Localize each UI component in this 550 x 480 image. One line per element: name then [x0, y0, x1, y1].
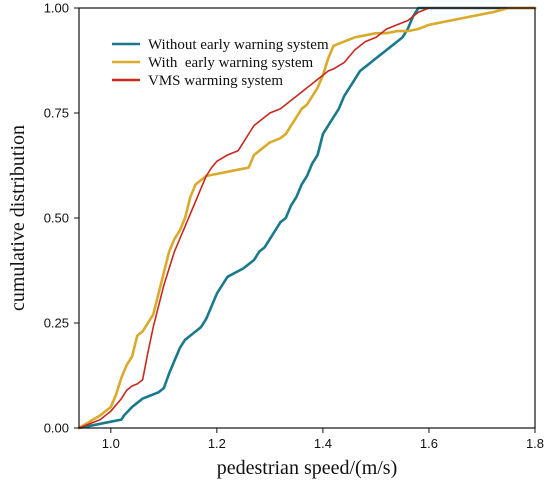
plot-frame — [78, 7, 536, 429]
legend-label: With early warning system — [148, 55, 314, 71]
x-tick-label: 1.2 — [208, 436, 226, 451]
series-line-with-warning — [77, 6, 537, 430]
y-tick-label: 0.25 — [44, 316, 69, 331]
y-tick-label: 1.00 — [44, 1, 69, 16]
legend: Without early warning system With early w… — [112, 37, 329, 89]
y-tick-label: 0.75 — [44, 106, 69, 121]
x-tick-label: 1.0 — [102, 436, 120, 451]
legend-label: Without early warning system — [148, 37, 329, 53]
x-tick-label: 1.6 — [420, 436, 438, 451]
series-lines — [77, 6, 537, 430]
y-axis-title: cumulative distribution — [7, 125, 29, 311]
series-line-without-warning — [77, 6, 537, 430]
x-axis-title: pedestrian speed/(m/s) — [217, 457, 398, 479]
x-tick-label: 1.4 — [314, 436, 332, 451]
x-tick-label: 1.8 — [526, 436, 544, 451]
series-line-vms — [78, 7, 536, 429]
axis-ticks: 1.0 1.2 1.4 1.6 1.8 0.00 0.25 0.50 0.75 1.00 — [44, 1, 544, 452]
y-tick-label: 0.50 — [44, 211, 69, 226]
y-tick-label: 0.00 — [44, 421, 69, 436]
legend-label: VMS warming system — [148, 73, 283, 89]
